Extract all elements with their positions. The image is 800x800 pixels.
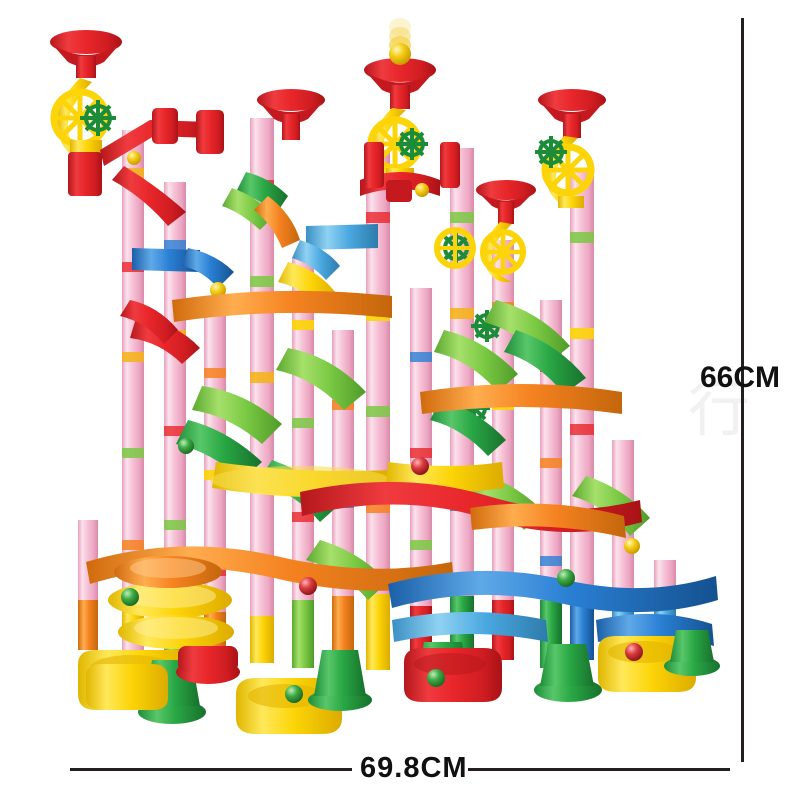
red-upper-rails	[100, 108, 224, 226]
spiral-slide	[103, 556, 234, 691]
chutes	[86, 172, 718, 646]
width-dimension-line-gap	[352, 760, 468, 780]
marbles	[178, 438, 640, 595]
height-dimension-line	[741, 18, 744, 762]
width-dimension-label: 69.8CM	[360, 752, 468, 784]
bases	[78, 630, 720, 734]
height-dimension-label: 66CM	[700, 361, 781, 394]
